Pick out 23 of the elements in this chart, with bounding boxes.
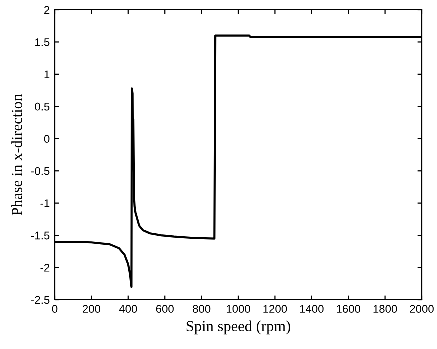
y-tick-label: 0 [44,135,50,144]
y-axis-title: Phase in x-direction [12,94,22,216]
y-tick-label: 0.5 [35,102,50,111]
x-tick-label: 1600 [337,305,361,314]
y-tick-label: 1.5 [36,38,50,46]
y-tick-label: 1 [44,70,50,78]
y-tick-label: -2 [40,264,50,272]
x-tick-label: 800 [193,305,211,314]
y-tick-label: -0.5 [31,167,50,176]
x-tick-label: 600 [156,305,174,314]
x-tick-label: 2000 [410,305,434,314]
y-tick-label: -1 [40,200,50,208]
x-axis-title: Spin speed (rpm) [186,320,290,335]
x-tick-label: 1000 [226,305,250,314]
x-tick-label: 1200 [264,305,288,314]
x-tick-label: 0 [52,305,58,314]
x-tick-label: 400 [119,305,138,314]
x-tick-label: 200 [82,305,101,314]
y-tick-label: -2.5 [31,296,50,304]
x-tick-label: 1400 [300,305,324,314]
y-tick-label: -1.5 [31,232,50,240]
x-tick-label: 1800 [374,305,398,314]
y-tick-label: 2 [44,6,50,14]
